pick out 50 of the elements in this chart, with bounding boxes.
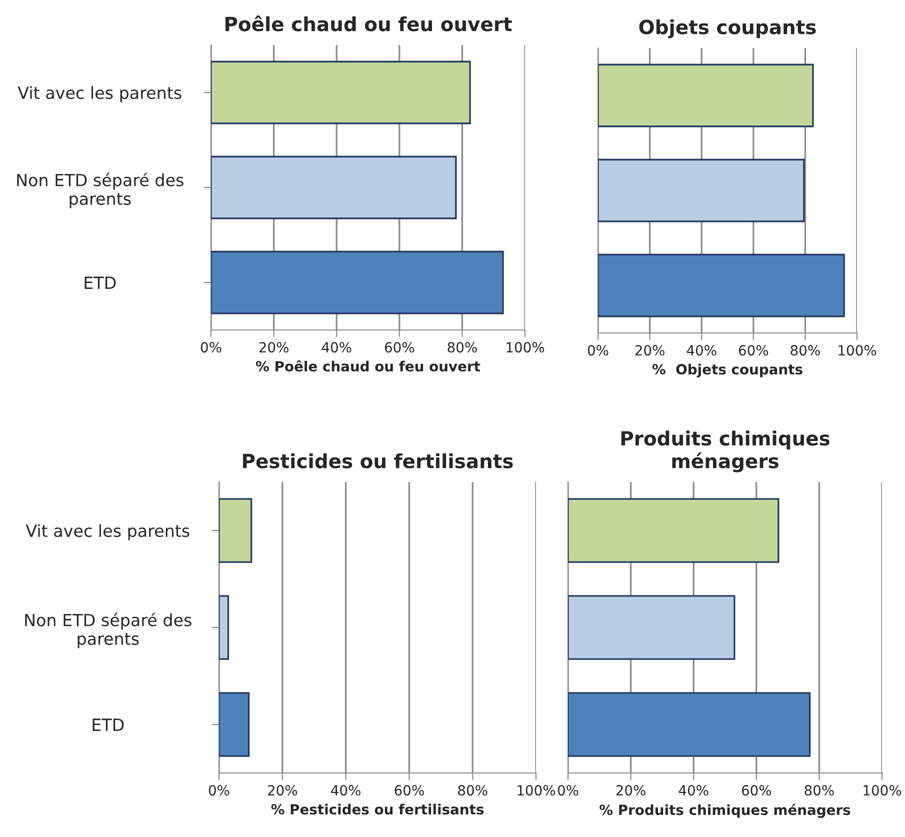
x-tick-label: 100% <box>518 785 556 796</box>
x-tick-label: 80% <box>448 342 477 353</box>
chart-title: Pesticides ou fertilisants <box>243 453 513 468</box>
x-tick-label: 100% <box>864 785 902 796</box>
chart-title: Produits chimiques ménagers <box>621 430 830 472</box>
bar <box>598 158 805 222</box>
x-tick-label: 40% <box>322 342 352 353</box>
x-tick-label: 0% <box>200 342 222 353</box>
x-tick-label: 20% <box>268 785 298 796</box>
y-tick-label: Vit avec les parents <box>26 524 190 540</box>
chart-title: Poêle chaud ou feu ouvert <box>225 16 512 32</box>
bar <box>568 595 736 660</box>
chart-title: Objets coupants <box>639 19 816 38</box>
x-tick-label: 20% <box>616 785 646 796</box>
x-tick-label: 100% <box>506 342 544 353</box>
x-tick-label: 0% <box>208 785 230 796</box>
x-tick-label: 40% <box>686 345 716 356</box>
bar <box>219 595 230 660</box>
x-axis-title: % Pesticides ou fertilisants <box>271 804 484 815</box>
x-axis-title: % Produits chimiques ménagers <box>600 804 850 818</box>
x-tick-label: 60% <box>394 785 424 796</box>
x-tick-label: 20% <box>259 342 288 353</box>
y-tick-label: Vit avec les parents <box>18 86 182 102</box>
bar <box>211 250 504 314</box>
x-tick-label: 60% <box>384 342 414 353</box>
bar <box>598 64 814 128</box>
y-tick-label: ETD <box>84 276 116 289</box>
x-tick-label: 60% <box>738 345 768 356</box>
x-tick-label: 80% <box>804 785 834 796</box>
bar <box>211 60 471 124</box>
x-tick-label: 0% <box>558 785 578 796</box>
bar <box>211 156 457 220</box>
x-tick-label: 80% <box>790 345 820 356</box>
bar <box>598 254 845 318</box>
bar <box>568 498 780 563</box>
y-tick-label: Non ETD séparé des parents <box>17 172 184 208</box>
x-tick-label: 20% <box>635 345 664 356</box>
x-tick-label: 0% <box>588 345 608 356</box>
x-tick-label: 60% <box>742 785 772 796</box>
y-tick-label: ETD <box>92 718 124 731</box>
bar <box>219 498 252 563</box>
x-axis-title: % Objets coupants <box>652 364 802 378</box>
y-tick-label: Non ETD séparé des parents <box>25 612 192 648</box>
x-tick-label: 40% <box>331 785 360 796</box>
x-tick-label: 100% <box>838 345 876 356</box>
bar <box>568 692 811 757</box>
x-tick-label: 80% <box>458 785 488 796</box>
x-tick-label: 40% <box>678 785 708 796</box>
x-axis-title: % Poêle chaud ou feu ouvert <box>256 360 480 372</box>
bar <box>219 692 250 757</box>
